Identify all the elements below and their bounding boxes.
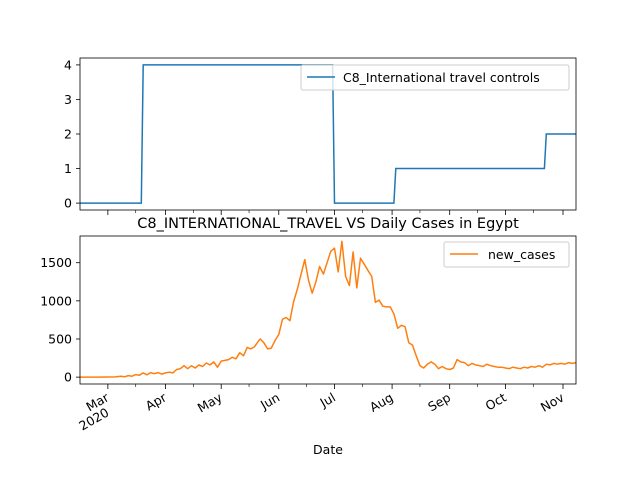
- bottom-y-tick-label: 0: [64, 370, 72, 385]
- new-cases-line: [80, 240, 577, 378]
- chart-title: C8_INTERNATIONAL_TRAVEL VS Daily Cases i…: [137, 216, 519, 232]
- top-y-tick-label: 0: [64, 196, 72, 211]
- x-axis-label: Date: [313, 442, 343, 457]
- top-y-axis: 0 1 2 3 4: [64, 57, 80, 211]
- top-legend-box: [300, 64, 570, 91]
- bottom-y-axis: 0 500 1000 1500: [40, 255, 80, 385]
- x-tick-label: Jul: [317, 390, 338, 411]
- travel-controls-line: [80, 64, 576, 204]
- top-y-tick-label: 3: [64, 92, 72, 107]
- top-x-axis: [107, 210, 564, 215]
- new-cases-series: [80, 240, 577, 378]
- travel-controls-series: [80, 64, 576, 204]
- top-legend-label: C8_International travel controls: [343, 70, 540, 85]
- top-axes-frame: [79, 57, 577, 211]
- top-y-tick-label: 1: [64, 161, 72, 176]
- travel-controls-panel: 0 1 2 3 4 C8_International travel controls: [64, 57, 577, 215]
- bottom-legend: new_cases: [443, 241, 570, 268]
- top-y-tick-label: 2: [64, 127, 72, 142]
- top-legend: C8_International travel controls: [300, 64, 570, 91]
- bottom-y-tick-label: 1000: [40, 293, 72, 308]
- top-y-tick-label: 4: [64, 57, 72, 72]
- bottom-legend-box: [443, 241, 570, 268]
- bottom-y-tick-label: 1500: [40, 255, 72, 270]
- bottom-legend-label: new_cases: [488, 247, 555, 262]
- bottom-axes-frame: [79, 235, 577, 385]
- bottom-y-tick-label: 500: [48, 331, 72, 346]
